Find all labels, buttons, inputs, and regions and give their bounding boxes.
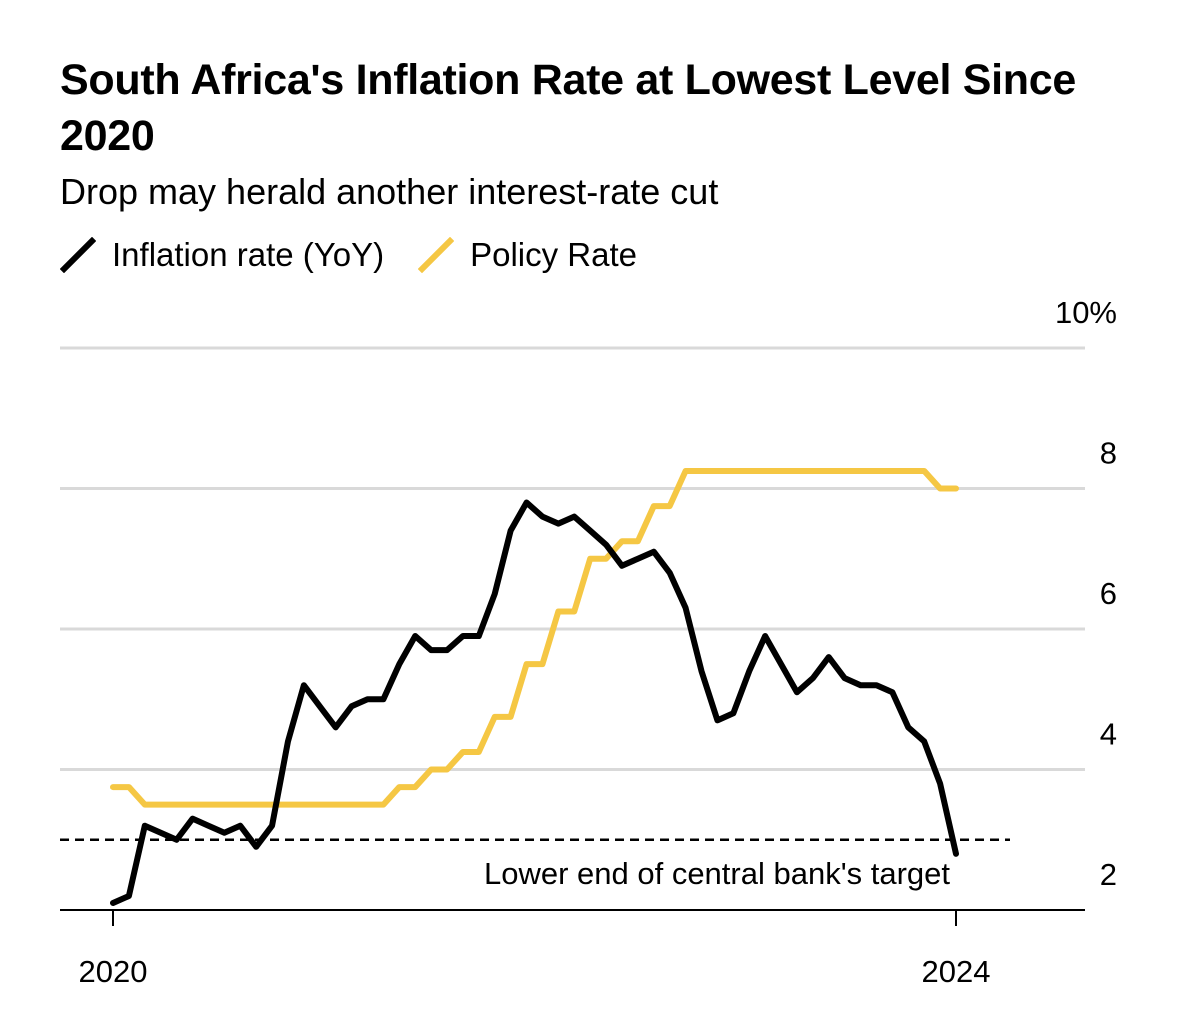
chart-subtitle: Drop may herald another interest-rate cu… [60,171,719,212]
legend-swatch-policy-rate-icon [418,237,455,273]
x-tick-label: 2020 [79,954,148,989]
series-line-inflation [110,499,959,906]
series-line-policy-rate [110,467,959,808]
legend-item-policy-rate: Policy Rate [418,236,637,274]
y-tick-label: 2 [1100,857,1117,892]
y-tick-label: 10% [1055,295,1117,330]
target-annotation: Lower end of central bank's target [484,856,950,891]
legend-swatch-inflation-icon [60,237,96,273]
chart-title: South Africa's Inflation Rate at Lowest … [60,56,1076,160]
legend: Inflation rate (YoY) Policy Rate [60,236,671,274]
legend-label-inflation: Inflation rate (YoY) [112,236,385,273]
legend-label-policy-rate: Policy Rate [470,236,638,273]
legend-item-inflation: Inflation rate (YoY) [60,236,384,274]
y-tick-label: 8 [1100,436,1117,471]
y-tick-label: 4 [1100,717,1117,752]
y-tick-label: 6 [1100,576,1117,611]
x-tick-label: 2024 [922,954,991,989]
